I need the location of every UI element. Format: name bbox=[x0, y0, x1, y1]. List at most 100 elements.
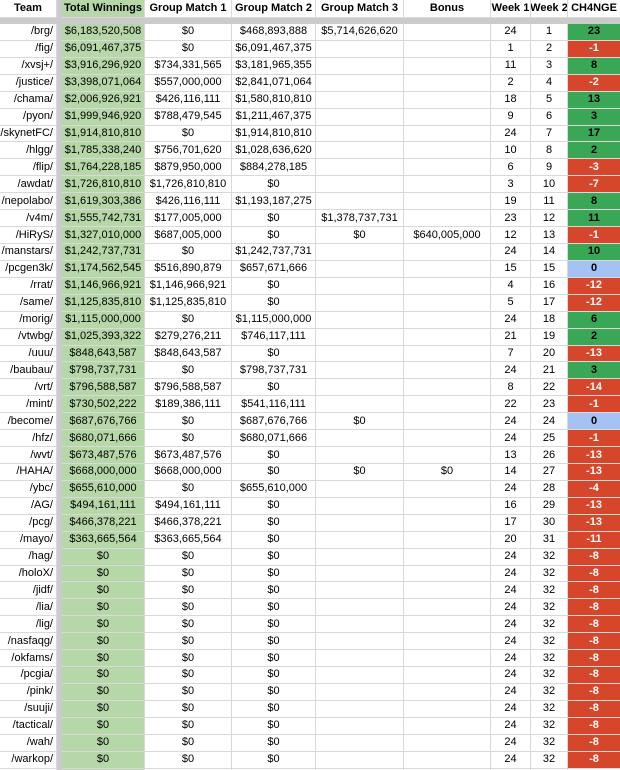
cell-group-match-2[interactable]: $468,893,888 bbox=[232, 24, 316, 41]
cell-group-match-3[interactable] bbox=[316, 40, 404, 58]
cell-total-winnings[interactable]: $0 bbox=[62, 633, 145, 651]
cell-team[interactable]: /awdat/ bbox=[0, 176, 57, 194]
cell-group-match-2[interactable]: $0 bbox=[232, 599, 316, 617]
cell-bonus[interactable] bbox=[404, 277, 491, 295]
cell-total-winnings[interactable]: $673,487,576 bbox=[62, 447, 145, 464]
cell-week-1[interactable]: 24 bbox=[491, 650, 531, 668]
cell-team[interactable]: /manstars/ bbox=[0, 243, 57, 261]
cell-team[interactable]: /brg/ bbox=[0, 24, 57, 41]
cell-total-winnings[interactable]: $494,161,111 bbox=[62, 497, 145, 515]
cell-bonus[interactable] bbox=[404, 40, 491, 58]
cell-change[interactable]: -8 bbox=[568, 683, 620, 701]
cell-group-match-2[interactable]: $0 bbox=[232, 277, 316, 295]
cell-change[interactable]: -8 bbox=[568, 667, 620, 684]
cell-change[interactable]: -13 bbox=[568, 497, 620, 515]
cell-group-match-2[interactable]: $0 bbox=[232, 176, 316, 194]
cell-group-match-2[interactable]: $0 bbox=[232, 717, 316, 735]
cell-group-match-2[interactable]: $0 bbox=[232, 531, 316, 549]
cell-week-1[interactable]: 3 bbox=[491, 176, 531, 194]
cell-total-winnings[interactable]: $363,665,564 bbox=[62, 531, 145, 549]
cell-week-1[interactable] bbox=[491, 768, 531, 770]
cell-team[interactable]: /lia/ bbox=[0, 599, 57, 617]
cell-week-1[interactable]: 17 bbox=[491, 514, 531, 532]
cell-bonus[interactable] bbox=[404, 683, 491, 701]
cell-total-winnings[interactable]: $0 bbox=[62, 700, 145, 718]
cell-total-winnings[interactable]: $668,000,000 bbox=[62, 463, 145, 481]
cell-change[interactable]: 3 bbox=[568, 362, 620, 380]
cell-change[interactable]: -8 bbox=[568, 633, 620, 651]
cell-change[interactable]: 6 bbox=[568, 311, 620, 329]
cell-week-2[interactable]: 2 bbox=[531, 40, 568, 58]
cell-group-match-1[interactable]: $466,378,221 bbox=[145, 514, 232, 532]
cell-bonus[interactable] bbox=[404, 700, 491, 718]
cell-change[interactable]: 2 bbox=[568, 142, 620, 160]
cell-team[interactable]: /uuu/ bbox=[0, 345, 57, 363]
cell-week-2[interactable]: 32 bbox=[531, 734, 568, 752]
cell-group-match-3[interactable] bbox=[316, 582, 404, 600]
column-header-group-match-2[interactable]: Group Match 2 bbox=[232, 0, 316, 18]
cell-bonus[interactable]: $640,005,000 bbox=[404, 227, 491, 244]
cell-group-match-2[interactable]: $798,737,731 bbox=[232, 362, 316, 380]
cell-team[interactable] bbox=[0, 768, 57, 770]
cell-week-1[interactable]: 13 bbox=[491, 447, 531, 464]
cell-group-match-2[interactable]: $1,193,187,275 bbox=[232, 193, 316, 211]
cell-week-1[interactable]: 24 bbox=[491, 683, 531, 701]
cell-group-match-1[interactable]: $189,386,111 bbox=[145, 396, 232, 414]
cell-group-match-3[interactable] bbox=[316, 548, 404, 566]
cell-group-match-3[interactable] bbox=[316, 193, 404, 211]
cell-team[interactable]: /okfams/ bbox=[0, 650, 57, 668]
cell-change[interactable]: -8 bbox=[568, 582, 620, 600]
column-header-group-match-3[interactable]: Group Match 3 bbox=[316, 0, 404, 18]
cell-bonus[interactable] bbox=[404, 565, 491, 583]
cell-total-winnings[interactable]: $1,174,562,545 bbox=[62, 260, 145, 278]
cell-group-match-3[interactable] bbox=[316, 447, 404, 464]
cell-change[interactable]: -1 bbox=[568, 40, 620, 58]
cell-total-winnings[interactable]: $6,183,520,508 bbox=[62, 24, 145, 41]
cell-bonus[interactable] bbox=[404, 430, 491, 448]
cell-group-match-2[interactable]: $0 bbox=[232, 734, 316, 752]
cell-total-winnings[interactable]: $0 bbox=[62, 667, 145, 684]
cell-group-match-2[interactable]: $1,242,737,731 bbox=[232, 243, 316, 261]
cell-group-match-1[interactable]: $0 bbox=[145, 582, 232, 600]
cell-group-match-3[interactable]: $1,378,737,731 bbox=[316, 210, 404, 228]
cell-week-2[interactable]: 32 bbox=[531, 700, 568, 718]
cell-group-match-3[interactable] bbox=[316, 294, 404, 312]
cell-group-match-1[interactable]: $0 bbox=[145, 734, 232, 752]
cell-bonus[interactable] bbox=[404, 311, 491, 329]
cell-week-2[interactable]: 1 bbox=[531, 24, 568, 41]
cell-team[interactable]: /become/ bbox=[0, 413, 57, 431]
cell-group-match-2[interactable]: $746,117,111 bbox=[232, 328, 316, 346]
cell-group-match-3[interactable] bbox=[316, 142, 404, 160]
cell-bonus[interactable] bbox=[404, 193, 491, 211]
cell-bonus[interactable] bbox=[404, 582, 491, 600]
cell-week-2[interactable]: 7 bbox=[531, 125, 568, 143]
cell-total-winnings[interactable]: $466,378,221 bbox=[62, 514, 145, 532]
cell-team[interactable]: /skynetFC/ bbox=[0, 125, 57, 143]
cell-week-2[interactable]: 32 bbox=[531, 751, 568, 769]
cell-bonus[interactable] bbox=[404, 57, 491, 75]
cell-group-match-3[interactable] bbox=[316, 176, 404, 194]
cell-team[interactable]: /pcg/ bbox=[0, 514, 57, 532]
cell-week-2[interactable]: 11 bbox=[531, 193, 568, 211]
cell-total-winnings[interactable]: $1,785,338,240 bbox=[62, 142, 145, 160]
cell-team[interactable]: /wah/ bbox=[0, 734, 57, 752]
cell-bonus[interactable] bbox=[404, 514, 491, 532]
column-header-bonus[interactable]: Bonus bbox=[404, 0, 491, 18]
cell-change[interactable]: -3 bbox=[568, 159, 620, 177]
column-header-change[interactable]: CH4NGE bbox=[568, 0, 620, 18]
cell-bonus[interactable] bbox=[404, 142, 491, 160]
cell-change[interactable]: -12 bbox=[568, 277, 620, 295]
cell-group-match-1[interactable]: $0 bbox=[145, 565, 232, 583]
cell-team[interactable]: /lig/ bbox=[0, 616, 57, 634]
cell-group-match-1[interactable]: $668,000,000 bbox=[145, 463, 232, 481]
cell-group-match-3[interactable] bbox=[316, 751, 404, 769]
cell-week-1[interactable]: 24 bbox=[491, 24, 531, 41]
cell-group-match-2[interactable]: $0 bbox=[232, 294, 316, 312]
cell-group-match-2[interactable]: $0 bbox=[232, 497, 316, 515]
cell-week-2[interactable]: 14 bbox=[531, 243, 568, 261]
cell-bonus[interactable] bbox=[404, 176, 491, 194]
cell-change[interactable]: -13 bbox=[568, 514, 620, 532]
cell-group-match-2[interactable]: $3,181,965,355 bbox=[232, 57, 316, 75]
cell-total-winnings[interactable]: $0 bbox=[62, 548, 145, 566]
cell-team[interactable]: /hlgg/ bbox=[0, 142, 57, 160]
